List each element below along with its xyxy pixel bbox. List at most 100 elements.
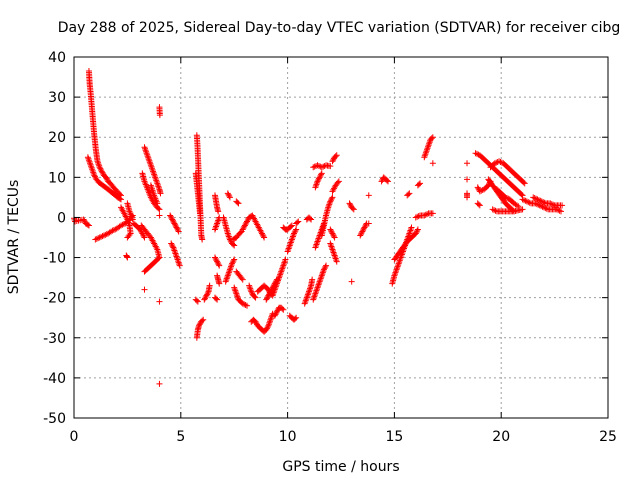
data-point — [330, 231, 337, 238]
data-point — [357, 232, 364, 239]
data-point — [216, 262, 223, 269]
data-point — [100, 232, 107, 239]
data-point — [259, 231, 266, 238]
data-point — [273, 308, 280, 315]
data-point — [241, 301, 248, 308]
chart-title: Day 288 of 2025, Sidereal Day-to-day VTE… — [58, 20, 621, 36]
data-point — [315, 177, 322, 184]
data-point — [520, 179, 527, 186]
data-point — [211, 254, 218, 261]
data-point — [521, 180, 528, 187]
data-point — [308, 216, 315, 223]
data-point — [555, 207, 562, 214]
data-point — [272, 311, 279, 318]
data-point — [415, 181, 422, 188]
y-tick-label: 40 — [48, 50, 66, 66]
data-point — [225, 191, 232, 198]
data-point — [81, 217, 88, 224]
data-point — [360, 225, 367, 232]
y-tick-label: -20 — [43, 291, 66, 307]
data-point — [526, 199, 533, 206]
data-point — [489, 206, 496, 213]
data-point — [230, 241, 237, 248]
data-point — [96, 164, 103, 171]
data-point — [558, 208, 565, 215]
data-point — [215, 208, 222, 215]
data-point — [268, 287, 275, 294]
data-point — [98, 233, 105, 240]
data-point — [85, 222, 92, 229]
data-point — [497, 158, 504, 165]
data-point — [429, 160, 436, 167]
data-point — [239, 300, 246, 307]
data-point — [532, 200, 539, 207]
data-point — [422, 211, 429, 218]
data-point — [116, 195, 123, 202]
data-point — [156, 380, 163, 387]
data-point — [92, 173, 99, 180]
data-point — [238, 275, 245, 282]
data-point — [383, 177, 390, 184]
data-point — [321, 265, 328, 272]
data-point — [349, 205, 356, 212]
data-point — [263, 296, 270, 303]
x-tick-label: 10 — [279, 429, 297, 445]
data-point — [329, 158, 336, 165]
data-point — [270, 283, 277, 290]
data-point — [293, 314, 300, 321]
data-point — [266, 289, 273, 296]
data-point — [271, 280, 278, 287]
data-point — [194, 298, 201, 305]
data-point — [357, 231, 364, 238]
data-point — [168, 241, 175, 248]
data-point — [464, 194, 471, 201]
data-point — [213, 295, 220, 302]
data-point — [139, 230, 146, 237]
data-point — [318, 171, 325, 178]
data-point — [252, 294, 259, 301]
data-point — [491, 160, 498, 167]
data-point — [175, 228, 182, 235]
data-point — [491, 207, 498, 214]
data-point — [197, 210, 204, 217]
data-point — [322, 263, 329, 270]
data-point — [123, 253, 130, 260]
data-point — [316, 174, 323, 181]
data-point — [365, 220, 372, 227]
data-point — [519, 206, 526, 213]
data-point — [292, 315, 299, 322]
data-point — [140, 233, 147, 240]
data-point — [193, 297, 200, 304]
data-point — [513, 202, 520, 209]
data-point — [492, 207, 499, 214]
data-point — [119, 221, 126, 228]
data-point — [333, 258, 340, 265]
data-point — [231, 242, 238, 249]
data-point — [252, 318, 259, 325]
data-point — [327, 198, 334, 205]
data-point — [288, 222, 295, 229]
data-point — [535, 201, 542, 208]
data-point — [102, 231, 109, 238]
data-point — [405, 191, 412, 198]
data-point — [212, 255, 219, 262]
data-point — [199, 236, 206, 243]
data-point — [244, 218, 251, 225]
data-point — [174, 225, 181, 232]
data-point — [360, 227, 367, 234]
data-point — [272, 279, 279, 286]
data-point — [417, 180, 424, 187]
data-point — [156, 112, 163, 119]
data-point — [359, 228, 366, 235]
data-point — [224, 190, 231, 197]
data-point — [97, 165, 104, 172]
data-point — [556, 207, 563, 214]
data-point — [264, 293, 271, 300]
data-point — [98, 168, 105, 175]
data-point — [534, 196, 541, 203]
data-point — [110, 227, 117, 234]
data-point — [156, 254, 163, 261]
data-point — [314, 178, 321, 185]
data-point — [541, 199, 548, 206]
